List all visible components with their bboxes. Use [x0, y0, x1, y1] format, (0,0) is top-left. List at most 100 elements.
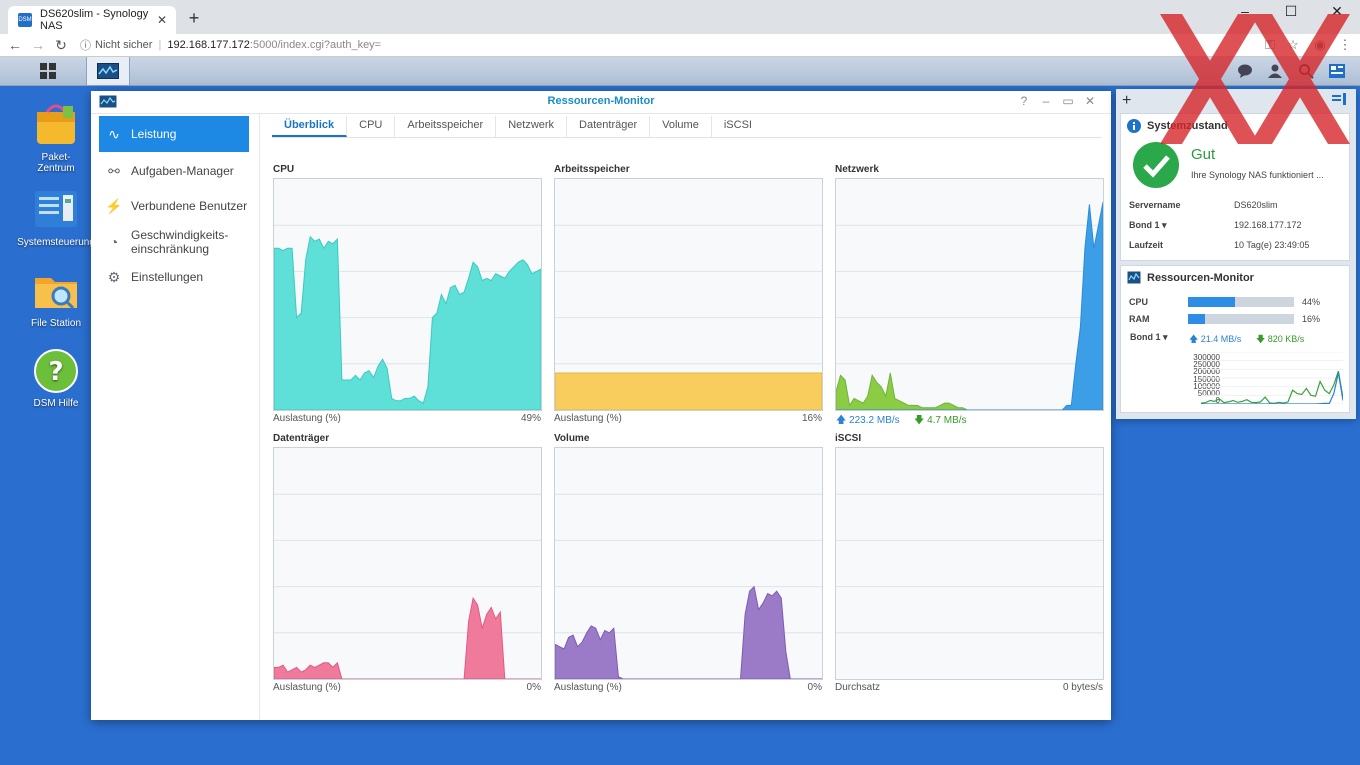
health-state: Gut: [1191, 146, 1216, 163]
sidebar-item-label: Geschwindigkeits- einschränkung: [131, 228, 229, 256]
sidebar-item-geschwindigkeitseinschraenkung[interactable]: ◔ Geschwindigkeits- einschränkung: [99, 225, 249, 259]
desktop-icon-control-panel[interactable]: Systemsteuerung: [16, 187, 96, 248]
desktop-icon-label: Systemsteuerung: [17, 237, 95, 248]
main-menu-icon[interactable]: [28, 57, 68, 85]
cpu-key: CPU: [1129, 297, 1149, 307]
close-tab-icon[interactable]: ✕: [156, 13, 168, 27]
sidebar-item-verbundene-benutzer[interactable]: ⚡ Verbundene Benutzer: [99, 194, 249, 218]
tab-iscsi[interactable]: iSCSI: [723, 119, 752, 131]
minimize-icon[interactable]: –: [1042, 94, 1050, 108]
widgets-icon[interactable]: [1322, 57, 1352, 85]
ram-chart[interactable]: [554, 178, 823, 411]
disk-area-series: [274, 596, 541, 679]
close-window-icon[interactable]: ✕: [1331, 3, 1343, 19]
sidebar-item-label: Verbundene Benutzer: [131, 199, 248, 213]
widget-upload: 🡅 21.4 MB/s: [1189, 334, 1242, 344]
maximize-icon[interactable]: ☐: [1284, 3, 1298, 19]
disk-panel-title: Datenträger: [273, 433, 330, 444]
volume-panel-title: Volume: [554, 433, 590, 444]
iscsi-chart[interactable]: [835, 447, 1104, 680]
network-chart[interactable]: [835, 178, 1104, 411]
help-icon[interactable]: ?: [1020, 94, 1028, 108]
taskbar-resource-monitor-icon[interactable]: [86, 57, 130, 85]
ram-key: RAM: [1129, 314, 1150, 324]
sidebar-item-aufgaben-manager[interactable]: ⚯ Aufgaben-Manager: [99, 159, 249, 183]
svg-text:?: ?: [48, 357, 63, 387]
maximize-icon[interactable]: ▭: [1062, 94, 1074, 108]
new-tab-button[interactable]: +: [188, 8, 200, 28]
user-icon[interactable]: [1260, 57, 1290, 85]
cpu-chart[interactable]: [273, 178, 542, 411]
widget-download-line: [1201, 370, 1343, 404]
dsm-taskbar: [0, 57, 1360, 86]
address-bar[interactable]: ⓘ Nicht sicher | 192.168.177.172 :5000/i…: [80, 34, 381, 56]
disk-value: 0%: [526, 682, 541, 693]
tab-volume[interactable]: Volume: [650, 116, 712, 137]
speed-limit-icon: ◔: [109, 234, 119, 250]
menu-icon[interactable]: ⋮: [1338, 37, 1352, 52]
cpu-area-series: [274, 235, 541, 410]
network-download: 🡇 4.7 MB/s: [914, 413, 967, 430]
volume-chart[interactable]: [554, 447, 823, 680]
sidebar-item-label: Leistung: [131, 127, 177, 141]
widget-title: Ressourcen-Monitor: [1147, 272, 1254, 284]
ram-label: Auslastung (%): [554, 413, 622, 424]
cpu-value: 44%: [1302, 297, 1321, 307]
tab-netzwerk[interactable]: Netzwerk: [496, 116, 568, 137]
info-icon[interactable]: ⓘ: [80, 40, 91, 52]
sidebar-item-label: Aufgaben-Manager: [131, 164, 234, 178]
volume-value: 0%: [807, 682, 822, 693]
desktop-icon-dsm-help[interactable]: ? DSM Hilfe: [16, 348, 96, 409]
minimize-icon[interactable]: –: [1241, 3, 1249, 19]
resource-monitor-window: Ressourcen-Monitor ? – ▭ ✕ ∿ Leistung ⚯ …: [91, 91, 1111, 720]
window-titlebar[interactable]: Ressourcen-Monitor ? – ▭ ✕: [91, 91, 1111, 114]
cpu-label: Auslastung (%): [273, 413, 341, 424]
network-panel-title: Netzwerk: [835, 164, 879, 175]
upload-arrow-icon: 🡅: [836, 415, 847, 426]
network-upload-value: 223.2 MB/s: [849, 415, 900, 426]
sidebar-item-leistung[interactable]: ∿ Leistung: [99, 116, 249, 152]
cpu-progress-fill: [1188, 297, 1235, 307]
forward-icon[interactable]: →: [31, 37, 45, 53]
resource-monitor-icon: [1127, 271, 1141, 284]
disk-chart[interactable]: [273, 447, 542, 680]
sidebar-item-einstellungen[interactable]: ⚙ Einstellungen: [99, 265, 249, 289]
ram-value: 16%: [801, 413, 822, 424]
bond-key[interactable]: Bond 1 ▾: [1129, 220, 1167, 230]
task-manager-icon: ⚯: [108, 162, 120, 179]
servername-key: Servername: [1129, 200, 1181, 210]
tab-datentraeger[interactable]: Datenträger: [567, 116, 651, 137]
browser-tab[interactable]: DSM DS620slim - Synology NAS ✕: [8, 6, 176, 34]
bookmark-star-icon[interactable]: ☆: [1287, 37, 1299, 52]
security-label: Nicht sicher: [95, 39, 153, 51]
health-message: Ihre Synology NAS funktioniert ...: [1191, 170, 1324, 180]
servername-value: DS620slim: [1234, 200, 1278, 210]
close-icon[interactable]: ✕: [1084, 94, 1096, 108]
cpu-panel-title: CPU: [273, 164, 295, 175]
browser-tabstrip: [0, 0, 1360, 34]
ram-progress-fill: [1188, 314, 1205, 324]
ram-area-series: [555, 372, 822, 410]
desktop-icon-package-center[interactable]: Paket- Zentrum: [16, 102, 96, 174]
tab-bar: Überblick CPU Arbeitsspeicher Netzwerk D…: [272, 113, 1102, 138]
desktop-icon-file-station[interactable]: File Station: [16, 268, 96, 329]
window-title: Ressourcen-Monitor: [547, 95, 655, 107]
tab-cpu[interactable]: CPU: [347, 116, 396, 137]
chat-icon[interactable]: [1230, 57, 1260, 85]
control-panel-icon: [33, 187, 79, 233]
performance-icon: ∿: [108, 125, 120, 142]
tab-arbeitsspeicher[interactable]: Arbeitsspeicher: [395, 116, 497, 137]
settings-icon: ⚙: [107, 268, 121, 285]
add-widget-icon[interactable]: +: [1122, 92, 1132, 109]
pin-widgets-icon[interactable]: [1332, 93, 1346, 105]
reload-icon[interactable]: ↻: [55, 37, 67, 53]
bond-dropdown[interactable]: Bond 1 ▾: [1130, 332, 1168, 342]
dsm-favicon-icon: DSM: [18, 13, 32, 27]
desktop-icon-label: Paket- Zentrum: [37, 152, 75, 174]
sidebar-item-label: Einstellungen: [131, 270, 204, 284]
download-arrow-icon: 🡇: [914, 415, 925, 426]
back-icon[interactable]: ←: [8, 37, 22, 53]
desktop-icon-label: DSM Hilfe: [33, 398, 79, 409]
tab-ueberblick[interactable]: Überblick: [272, 116, 348, 137]
cpu-value: 49%: [520, 413, 541, 424]
